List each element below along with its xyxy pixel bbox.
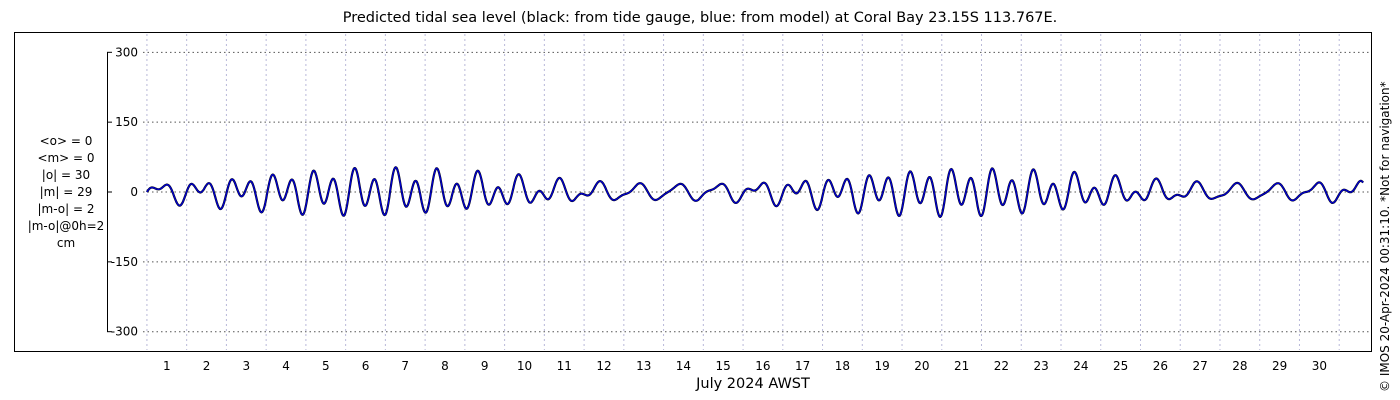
x-tick-label: 4 xyxy=(282,359,290,373)
credit-text: © IMOS 20-Apr-2024 00:31:10. *Not for na… xyxy=(1378,81,1392,392)
x-tick-label: 9 xyxy=(481,359,489,373)
stat-mean-model: <m> = 0 xyxy=(37,151,95,165)
x-tick-label: 6 xyxy=(362,359,370,373)
stat-mean-observed: <o> = 0 xyxy=(39,134,93,148)
x-axis-label: July 2024 AWST xyxy=(696,376,810,392)
x-tick-label: 11 xyxy=(557,359,572,373)
series-layer xyxy=(145,166,1364,218)
x-tick-label: 20 xyxy=(914,359,929,373)
x-tick-label: 13 xyxy=(636,359,651,373)
y-tick-label: 300 xyxy=(115,45,138,59)
stat-units: cm xyxy=(56,236,76,250)
statistics-panel: <o> = 0 <m> = 0 |o| = 30 |m| = 29 |m-o| … xyxy=(18,133,114,252)
stat-abs-observed: |o| = 30 xyxy=(41,168,91,182)
x-tick-label: 2 xyxy=(203,359,211,373)
x-tick-label: 3 xyxy=(242,359,250,373)
x-tick-label: 8 xyxy=(441,359,449,373)
y-tick-label: -150 xyxy=(111,255,138,269)
y-tick-label: -300 xyxy=(111,325,138,339)
x-tick-label: 23 xyxy=(1033,359,1048,373)
x-tick-label: 17 xyxy=(795,359,810,373)
x-tick-label: 15 xyxy=(716,359,731,373)
x-tick-label: 25 xyxy=(1113,359,1128,373)
x-tick-label: 28 xyxy=(1232,359,1247,373)
x-tick-label: 10 xyxy=(517,359,532,373)
x-tick-label: 24 xyxy=(1073,359,1088,373)
x-tick-label: 7 xyxy=(401,359,409,373)
x-tick-label: 29 xyxy=(1272,359,1287,373)
x-tick-label: 16 xyxy=(755,359,770,373)
stat-abs-diff: |m-o| = 2 xyxy=(37,202,95,216)
stat-abs-model: |m| = 29 xyxy=(39,185,93,199)
series-line-model xyxy=(146,166,1364,218)
x-tick-label: 18 xyxy=(835,359,850,373)
x-tick-label: 21 xyxy=(954,359,969,373)
x-tick-label: 30 xyxy=(1312,359,1327,373)
y-tick-label: 0 xyxy=(130,185,138,199)
chart-title: Predicted tidal sea level (black: from t… xyxy=(342,10,1058,26)
x-tick-label: 12 xyxy=(596,359,611,373)
x-tick-label: 22 xyxy=(994,359,1009,373)
x-tick-label: 5 xyxy=(322,359,330,373)
x-tick-label: 1 xyxy=(163,359,171,373)
x-tick-label: 27 xyxy=(1192,359,1207,373)
y-tick-label: 150 xyxy=(115,115,138,129)
plot-frame xyxy=(14,32,1372,352)
x-tick-label: 19 xyxy=(875,359,890,373)
stat-abs-diff-0h: |m-o|@0h=2 xyxy=(27,219,105,233)
x-tick-label: 26 xyxy=(1153,359,1168,373)
x-tick-label: 14 xyxy=(676,359,691,373)
